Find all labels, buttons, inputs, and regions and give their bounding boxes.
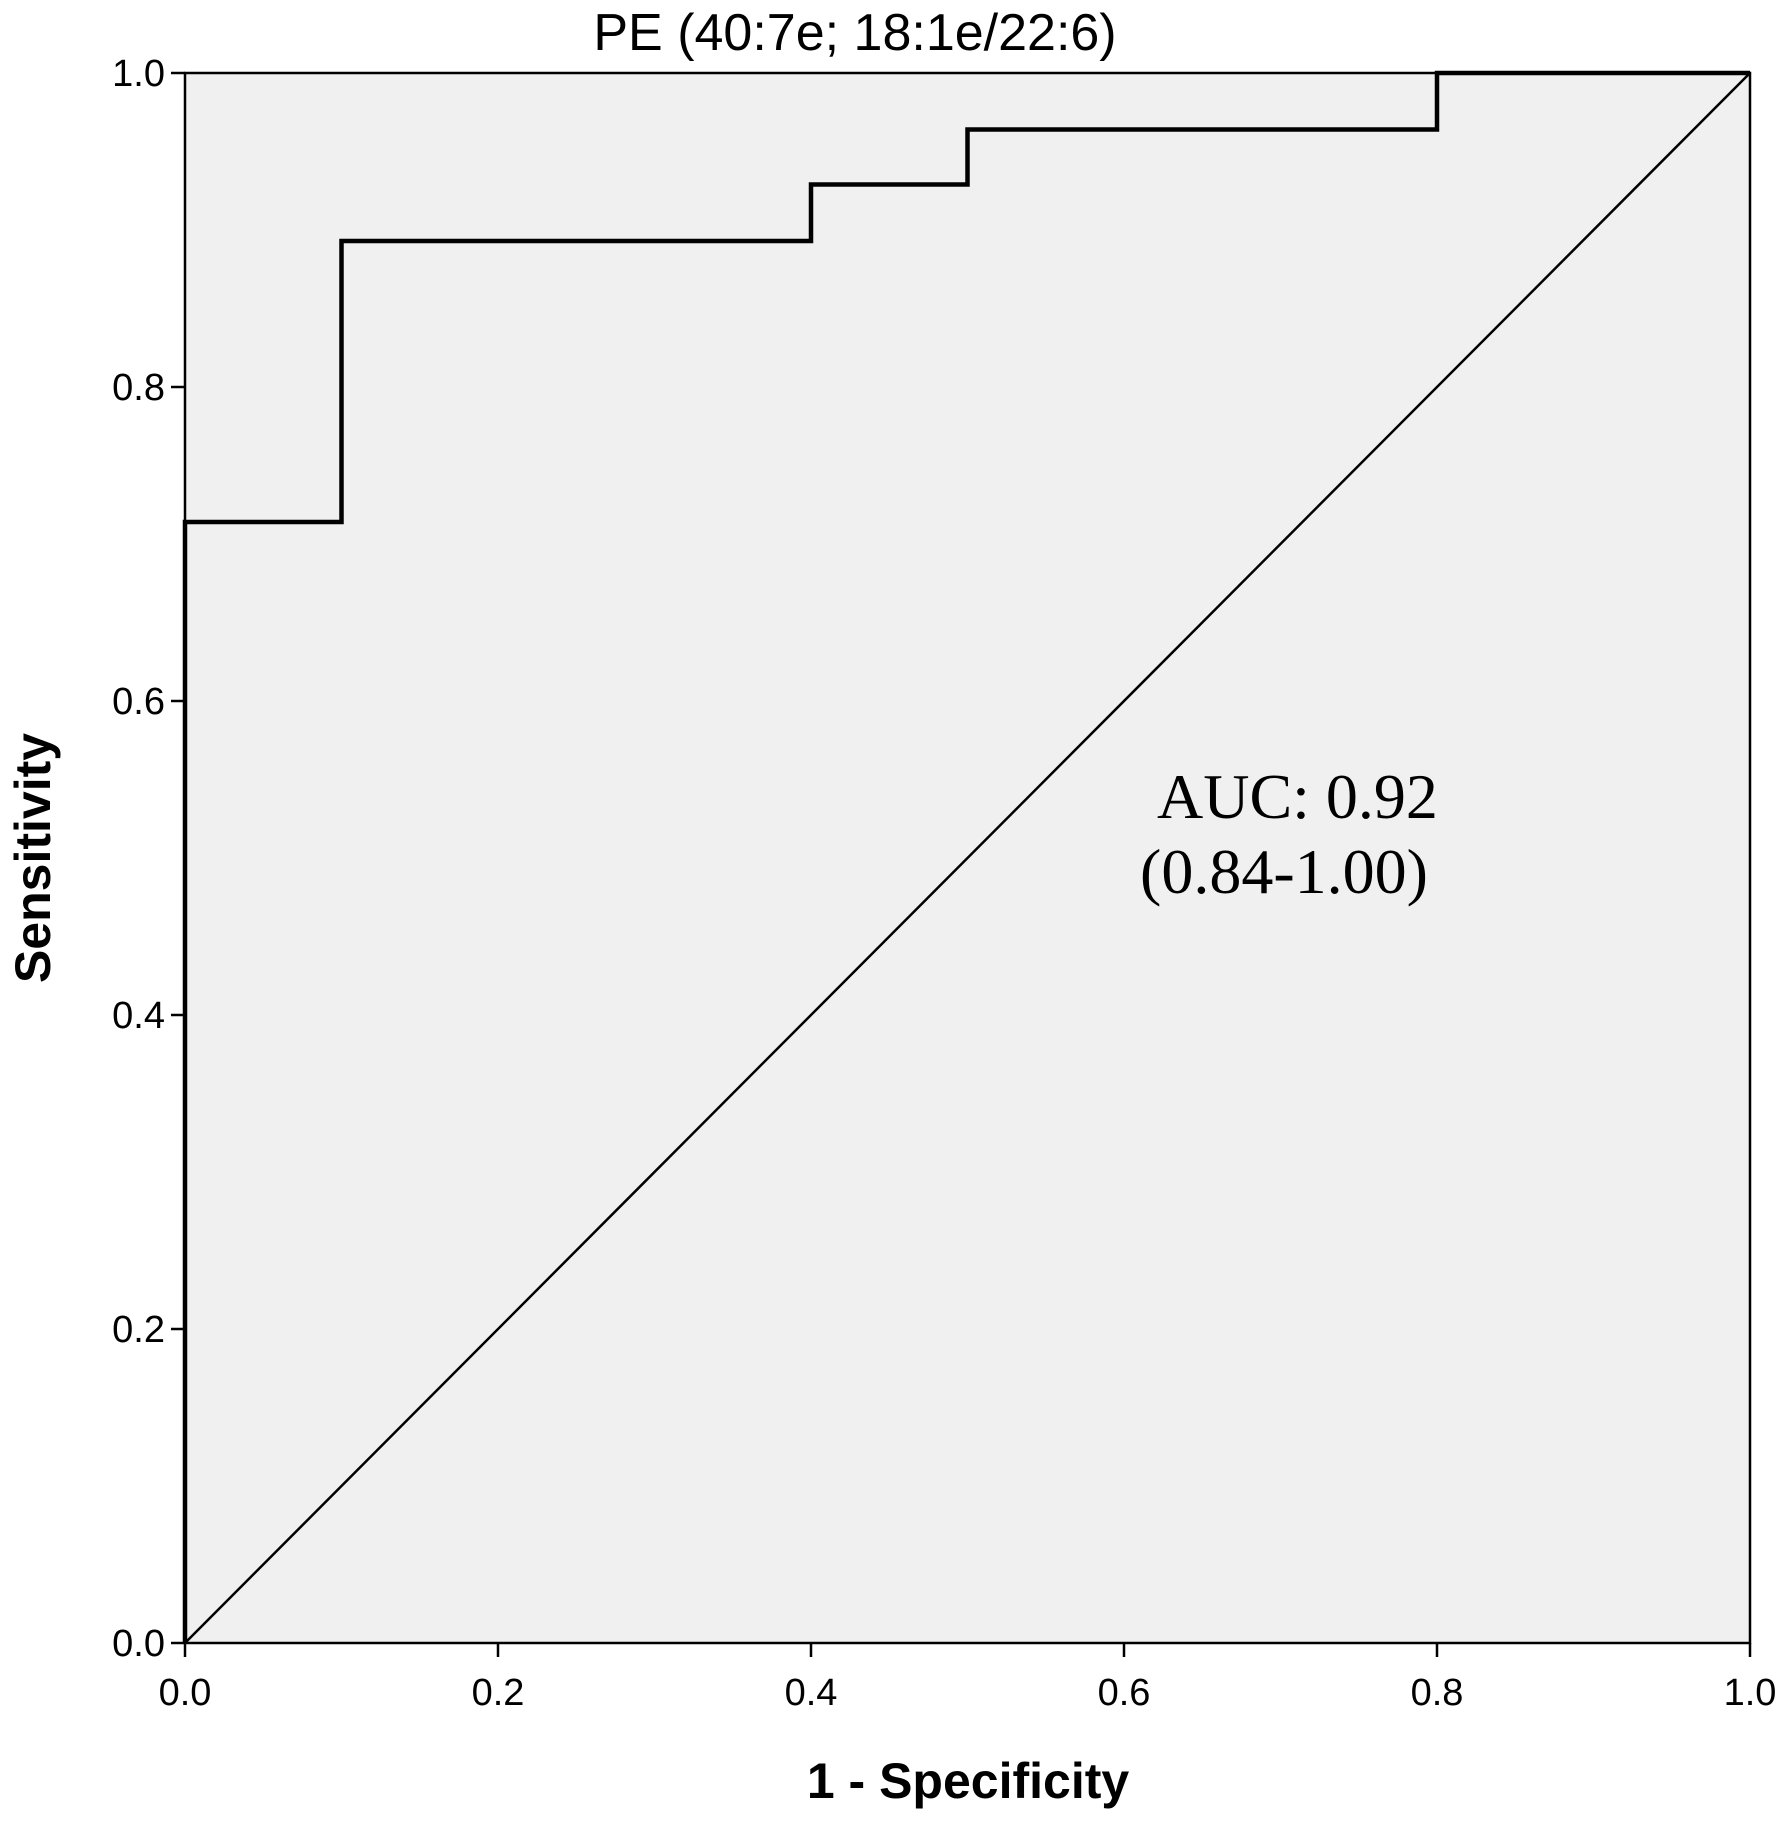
reference-diagonal [184,72,1751,1644]
x-tick-label: 0.4 [785,1672,838,1714]
axis-ticks: 0.0 0.2 0.4 0.6 0.8 1.0 0.0 0.2 0.4 0.6 0.8 1.0 [112,53,1776,1714]
x-tick-label: 1.0 [1724,1672,1777,1714]
auc-annotation: AUC: 0.92 [1157,761,1438,832]
chart-marks [182,70,1751,1644]
y-tick-label: 0.6 [112,681,165,723]
y-tick-label: 0.4 [112,995,165,1037]
chart-title: PE (40:7e; 18:1e/22:6) [593,4,1116,62]
y-tick-label: 1.0 [112,53,165,95]
y-axis-label: Sensitivity [5,733,61,983]
x-tick-label: 0.0 [159,1672,212,1714]
y-tick-label: 0.2 [112,1309,165,1351]
x-tick-label: 0.6 [1098,1672,1151,1714]
x-axis-label: 1 - Specificity [807,1753,1130,1809]
roc-curve [182,70,1750,1643]
x-tick-label: 0.2 [472,1672,525,1714]
auc-ci-annotation: (0.84-1.00) [1140,836,1428,907]
y-tick-label: 0.8 [112,367,165,409]
x-tick-label: 0.8 [1411,1672,1464,1714]
y-tick-label: 0.0 [112,1623,165,1665]
